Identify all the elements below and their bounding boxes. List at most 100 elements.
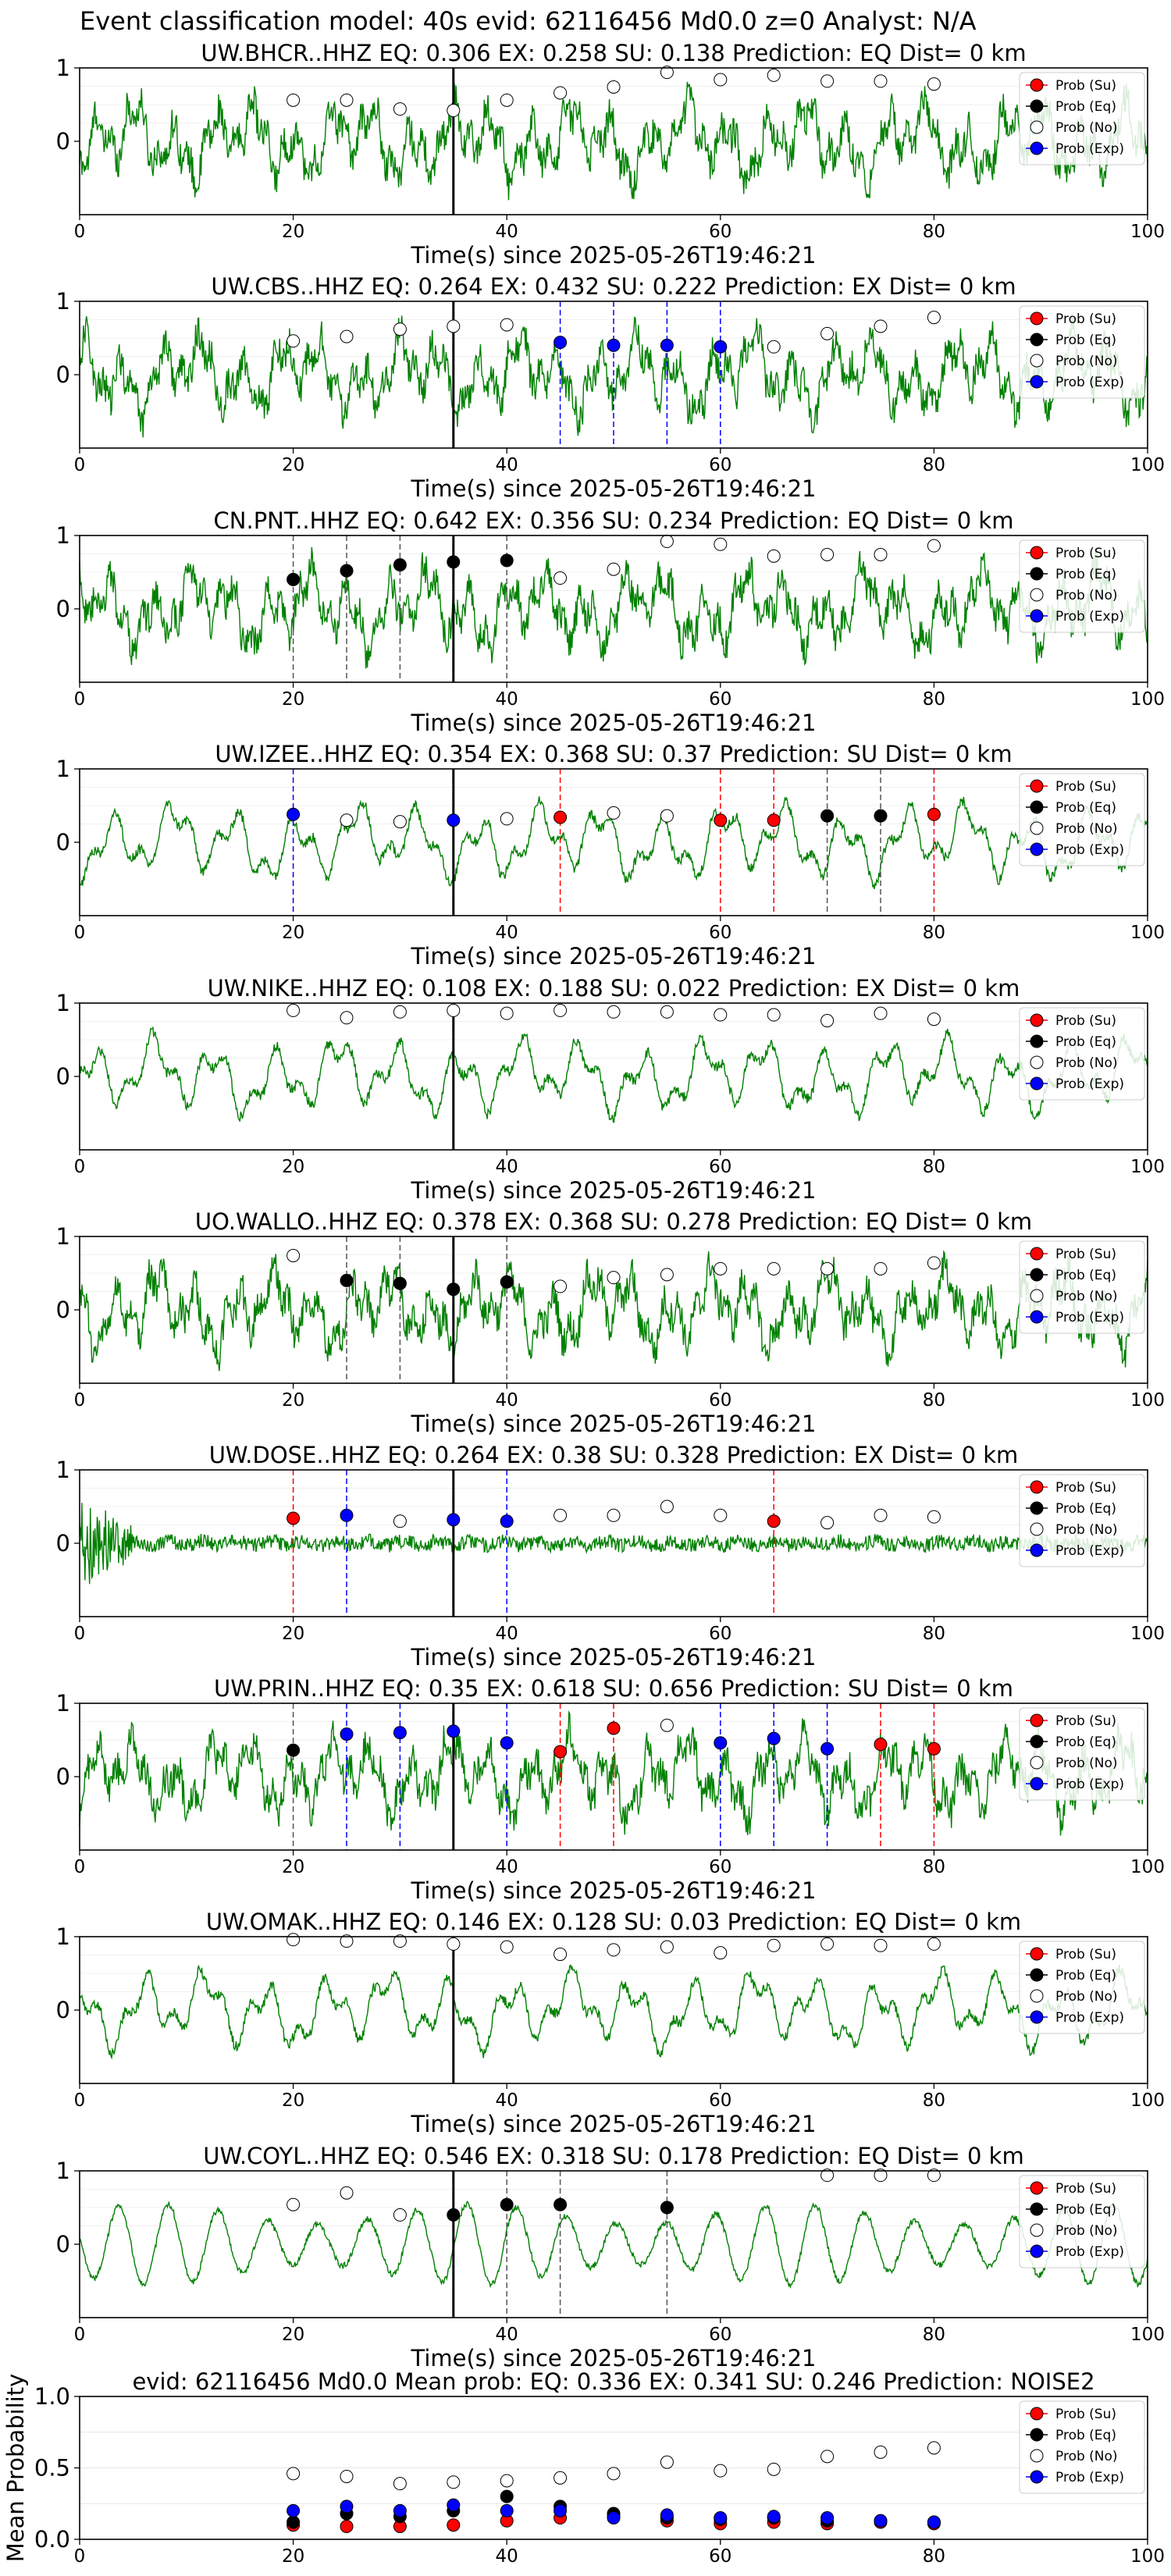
prob-marker-no [660,809,674,823]
waveform-trace [79,1963,1148,2060]
prob-marker-su [874,1738,888,1752]
prob-marker-no [927,1012,941,1026]
prob-marker-su [767,1514,781,1528]
prob-marker-no [874,1006,888,1020]
mean-marker-no [340,2469,354,2483]
legend-label-exp: Prob (Exp) [1055,1310,1124,1325]
mean-marker-exp [340,2500,354,2514]
prob-marker-no [927,2169,941,2183]
legend-marker-eq [1030,2428,1044,2442]
prob-marker-su [553,1745,568,1759]
prob-marker-exp [553,336,568,350]
legend-marker-exp [1030,141,1044,155]
legend-label-exp: Prob (Exp) [1055,2470,1124,2485]
prob-marker-exp [447,1513,461,1527]
prob-marker-no [660,1500,674,1514]
legend: Prob (Su) Prob (Eq) Prob (No) Prob (Exp) [1019,1941,1145,2034]
prob-marker-no [500,1940,514,1954]
legend-marker-su [1030,1480,1044,1494]
mean-marker-no [767,2462,781,2476]
mean-marker-no [874,2445,888,2459]
prob-marker-no [340,813,354,827]
prob-marker-eq [500,1275,514,1289]
station-panel-2: UW.CBS..HHZ EQ: 0.264 EX: 0.432 SU: 0.22… [56,273,1165,502]
prob-marker-no [340,1011,354,1025]
legend-label-eq: Prob (Eq) [1055,1268,1116,1283]
x-tick-label: 20 [282,1390,304,1411]
x-tick-label: 60 [709,1857,731,1877]
prob-marker-eq [553,2197,568,2211]
legend-marker-no [1030,588,1044,602]
prob-marker-eq [660,2201,674,2215]
panel-title: UW.COYL..HHZ EQ: 0.546 EX: 0.318 SU: 0.1… [203,2143,1023,2169]
x-tick-label: 20 [282,689,304,710]
legend-marker-su [1030,1013,1044,1027]
legend-label-su: Prob (Su) [1055,1013,1116,1029]
legend-box [1019,1941,1145,2034]
mean-marker-exp [660,2508,674,2522]
legend-box [1019,2175,1145,2268]
legend-marker-su [1030,779,1044,793]
prob-marker-exp [393,1726,407,1740]
y-tick-label: 1 [56,756,70,782]
prob-marker-eq [340,1273,354,1287]
x-axis-label: Time(s) since 2025-05-26T19:46:21 [411,1177,817,1204]
prob-marker-no [500,812,514,826]
prob-marker-no [927,539,941,553]
x-tick-label: 40 [496,923,518,943]
legend-box [1019,539,1145,633]
x-tick-label: 20 [282,222,304,242]
legend-marker-exp [1030,2244,1044,2258]
y-tick-label: 0.5 [34,2455,70,2482]
x-tick-label: 0 [74,2325,86,2345]
x-tick-label: 0 [74,2090,86,2111]
mean-marker-exp [767,2510,781,2524]
figure-suptitle: Event classification model: 40s evid: 62… [80,6,977,36]
x-tick-label: 100 [1130,1857,1165,1877]
mean-marker-no [393,2477,407,2491]
prob-marker-exp [340,1727,354,1741]
legend-marker-su [1030,1247,1044,1261]
x-tick-label: 40 [496,222,518,242]
y-tick-label: 1 [56,1223,70,1250]
axes-frame [79,1236,1148,1384]
mean-marker-exp [820,2511,835,2525]
axes-frame [79,768,1148,916]
mean-marker-exp [447,2498,461,2512]
waveform-trace [79,1503,1148,1585]
legend: Prob (Su) Prob (Eq) Prob (No) Prob (Exp) [1019,773,1145,866]
panel-title: UW.NIKE..HHZ EQ: 0.108 EX: 0.188 SU: 0.0… [208,975,1020,1002]
legend: Prob (Su) Prob (Eq) Prob (No) Prob (Exp) [1019,1240,1145,1334]
legend-marker-su [1030,2407,1044,2421]
prob-marker-exp [714,1736,728,1750]
x-tick-label: 100 [1130,2325,1165,2345]
x-tick-label: 0 [74,455,86,475]
prob-marker-eq [500,2197,514,2211]
legend-marker-eq [1030,99,1044,113]
x-tick-label: 100 [1130,1157,1165,1177]
mean-marker-su [447,2518,461,2532]
legend-label-exp: Prob (Exp) [1055,2010,1124,2026]
prob-marker-no [767,549,781,563]
station-panel-3: CN.PNT..HHZ EQ: 0.642 EX: 0.356 SU: 0.23… [56,507,1165,736]
prob-marker-no [820,2169,835,2183]
prob-marker-exp [447,813,461,827]
prob-marker-no [393,1934,407,1948]
x-axis-label: Time(s) since 2025-05-26T19:46:21 [411,475,817,502]
prob-marker-no [874,1261,888,1276]
legend-label-no: Prob (No) [1055,1989,1118,2005]
legend-label-su: Prob (Su) [1055,1480,1116,1496]
mean-marker-no [500,2474,514,2488]
x-tick-label: 0 [74,1624,86,1644]
prob-marker-no [874,2169,888,2183]
x-tick-label: 20 [282,1157,304,1177]
y-tick-label: 1 [56,990,70,1016]
mean-marker-exp [287,2503,301,2517]
prob-marker-no [927,1937,941,1951]
mean-probability-panel: evid: 62116456 Md0.0 Mean prob: EQ: 0.33… [2,2368,1165,2567]
prob-marker-eq [874,809,888,823]
legend-marker-no [1030,1989,1044,2003]
legend-label-exp: Prob (Exp) [1055,2244,1124,2260]
mean-marker-no [287,2467,301,2481]
legend-box [1019,305,1145,399]
